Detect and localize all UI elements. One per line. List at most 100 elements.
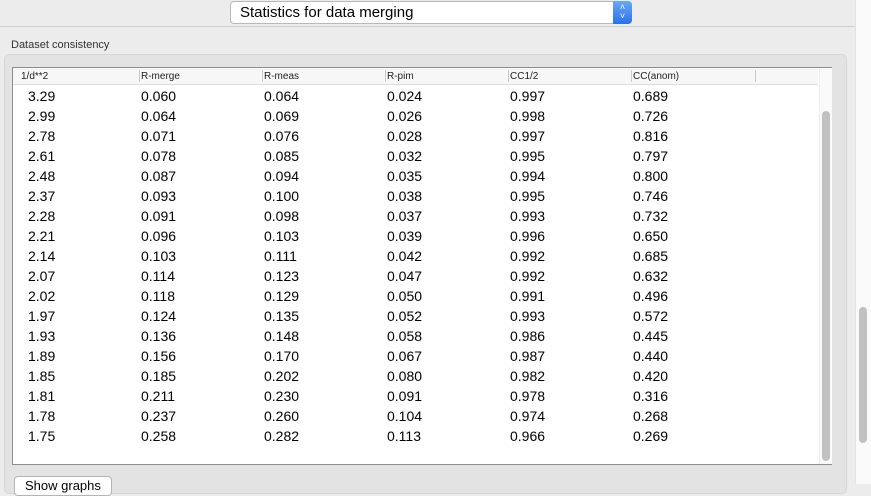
table-row[interactable]: 2.07 0.114 0.123 0.047 0.992 0.632 bbox=[13, 268, 818, 288]
table-row[interactable]: 2.48 0.087 0.094 0.035 0.994 0.800 bbox=[13, 168, 818, 188]
column-divider[interactable] bbox=[631, 70, 632, 82]
table-row[interactable]: 1.97 0.124 0.135 0.052 0.993 0.572 bbox=[13, 308, 818, 328]
table-row[interactable]: 1.89 0.156 0.170 0.067 0.987 0.440 bbox=[13, 348, 818, 368]
table-row[interactable]: 2.99 0.064 0.069 0.026 0.998 0.726 bbox=[13, 108, 818, 128]
table-cell: 0.993 bbox=[510, 308, 546, 324]
table-row[interactable]: 1.85 0.185 0.202 0.080 0.982 0.420 bbox=[13, 368, 818, 388]
table-cell: 0.230 bbox=[264, 388, 300, 404]
table-cell: 0.100 bbox=[264, 188, 300, 204]
table-cell: 0.269 bbox=[633, 428, 669, 444]
table-cell: 0.124 bbox=[141, 308, 177, 324]
table-cell: 0.032 bbox=[387, 148, 423, 164]
table-row[interactable]: 2.78 0.071 0.076 0.028 0.997 0.816 bbox=[13, 128, 818, 148]
table-cell: 0.689 bbox=[633, 88, 669, 104]
table-cell: 0.091 bbox=[387, 388, 423, 404]
table-cell: 0.816 bbox=[633, 128, 669, 144]
table-cell: 0.064 bbox=[141, 108, 177, 124]
table-cell: 0.986 bbox=[510, 328, 546, 344]
table-cell: 0.746 bbox=[633, 188, 669, 204]
table-cell: 0.258 bbox=[141, 428, 177, 444]
table-cell: 0.094 bbox=[264, 168, 300, 184]
table-row[interactable]: 1.75 0.258 0.282 0.113 0.966 0.269 bbox=[13, 428, 818, 448]
table-cell: 0.268 bbox=[633, 408, 669, 424]
table-scrollbar[interactable] bbox=[819, 68, 832, 464]
table-cell: 0.995 bbox=[510, 148, 546, 164]
table-cell: 2.14 bbox=[28, 248, 56, 264]
table-row[interactable]: 2.37 0.093 0.100 0.038 0.995 0.746 bbox=[13, 188, 818, 208]
column-header[interactable]: R-meas bbox=[264, 71, 300, 82]
column-header[interactable]: CC(anom) bbox=[633, 71, 680, 82]
table-row[interactable]: 2.21 0.096 0.103 0.039 0.996 0.650 bbox=[13, 228, 818, 248]
table-cell: 0.035 bbox=[387, 168, 423, 184]
column-divider[interactable] bbox=[755, 70, 756, 82]
table-cell: 0.091 bbox=[141, 208, 177, 224]
table-cell: 0.039 bbox=[387, 228, 423, 244]
table-cell: 2.99 bbox=[28, 108, 56, 124]
table-cell: 0.995 bbox=[510, 188, 546, 204]
table-cell: 2.48 bbox=[28, 168, 56, 184]
table-cell: 0.170 bbox=[264, 348, 300, 364]
table-cell: 0.632 bbox=[633, 268, 669, 284]
table-scrollbar-thumb[interactable] bbox=[822, 111, 830, 461]
table-cell: 0.103 bbox=[264, 228, 300, 244]
table-cell: 0.966 bbox=[510, 428, 546, 444]
table-cell: 0.987 bbox=[510, 348, 546, 364]
table-row[interactable]: 2.02 0.118 0.129 0.050 0.991 0.496 bbox=[13, 288, 818, 308]
column-header[interactable]: 1/d**2 bbox=[21, 71, 49, 82]
table-cell: 0.067 bbox=[387, 348, 423, 364]
table-cell: 0.445 bbox=[633, 328, 669, 344]
page-scrollbar[interactable] bbox=[855, 0, 871, 484]
show-graphs-button[interactable]: Show graphs bbox=[14, 476, 112, 496]
table-cell: 0.800 bbox=[633, 168, 669, 184]
page-scrollbar-thumb[interactable] bbox=[859, 307, 867, 443]
table-cell: 0.316 bbox=[633, 388, 669, 404]
table-cell: 0.076 bbox=[264, 128, 300, 144]
view-select-value: Statistics for data merging bbox=[240, 4, 414, 21]
statistics-table: 1/d**2 R-merge R-meas R-pim CC1/2 CC(anom) 3.… bbox=[12, 67, 832, 465]
table-cell: 0.111 bbox=[264, 248, 297, 264]
table-cell: 2.21 bbox=[28, 228, 56, 244]
table-cell: 0.052 bbox=[387, 308, 423, 324]
table-cell: 1.89 bbox=[28, 348, 56, 364]
table-cell: 0.078 bbox=[141, 148, 177, 164]
table-cell: 0.071 bbox=[141, 128, 177, 144]
column-header[interactable]: R-pim bbox=[387, 71, 414, 82]
table-row[interactable]: 1.78 0.237 0.260 0.104 0.974 0.268 bbox=[13, 408, 818, 428]
table-cell: 0.156 bbox=[141, 348, 177, 364]
table-row[interactable]: 3.29 0.060 0.064 0.024 0.997 0.689 bbox=[13, 88, 818, 108]
table-cell: 1.85 bbox=[28, 368, 56, 384]
table-cell: 0.024 bbox=[387, 88, 423, 104]
table-cell: 0.982 bbox=[510, 368, 546, 384]
column-divider[interactable] bbox=[139, 70, 140, 82]
column-divider[interactable] bbox=[508, 70, 509, 82]
column-divider[interactable] bbox=[262, 70, 263, 82]
table-cell: 0.185 bbox=[141, 368, 177, 384]
table-cell: 0.135 bbox=[264, 308, 300, 324]
table-cell: 0.440 bbox=[633, 348, 669, 364]
column-header[interactable]: CC1/2 bbox=[510, 71, 539, 82]
table-cell: 0.211 bbox=[141, 388, 175, 404]
table-cell: 0.726 bbox=[633, 108, 669, 124]
table-cell: 0.064 bbox=[264, 88, 300, 104]
table-row[interactable]: 2.61 0.078 0.085 0.032 0.995 0.797 bbox=[13, 148, 818, 168]
table-cell: 0.087 bbox=[141, 168, 177, 184]
table-row[interactable]: 1.81 0.211 0.230 0.091 0.978 0.316 bbox=[13, 388, 818, 408]
column-divider[interactable] bbox=[385, 70, 386, 82]
toolbar: Statistics for data merging ˄ ˅ bbox=[0, 0, 855, 27]
table-cell: 2.78 bbox=[28, 128, 56, 144]
table-cell: 0.114 bbox=[141, 268, 175, 284]
table-cell: 0.098 bbox=[264, 208, 300, 224]
table-cell: 0.260 bbox=[264, 408, 300, 424]
table-row[interactable]: 1.93 0.136 0.148 0.058 0.986 0.445 bbox=[13, 328, 818, 348]
table-cell: 0.148 bbox=[264, 328, 300, 344]
table-cell: 0.113 bbox=[387, 428, 421, 444]
view-select[interactable]: Statistics for data merging ˄ ˅ bbox=[230, 1, 632, 24]
table-cell: 0.096 bbox=[141, 228, 177, 244]
table-cell: 0.420 bbox=[633, 368, 669, 384]
table-row[interactable]: 2.28 0.091 0.098 0.037 0.993 0.732 bbox=[13, 208, 818, 228]
column-header[interactable]: R-merge bbox=[141, 71, 180, 82]
table-cell: 1.81 bbox=[28, 388, 56, 404]
table-cell: 0.282 bbox=[264, 428, 300, 444]
table-row[interactable]: 2.14 0.103 0.111 0.042 0.992 0.685 bbox=[13, 248, 818, 268]
table-cell: 0.732 bbox=[633, 208, 669, 224]
